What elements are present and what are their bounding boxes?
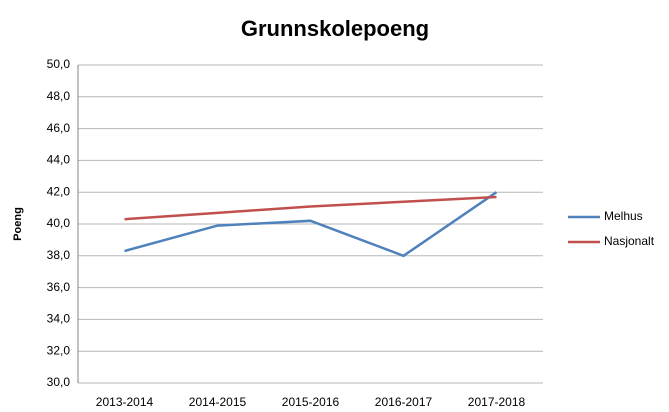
y-tick-label: 50,0: [47, 57, 71, 71]
y-tick-label: 40,0: [47, 216, 71, 230]
y-tick-label: 32,0: [47, 343, 71, 357]
x-tick-label: 2014-2015: [189, 395, 247, 409]
series-line: [124, 195, 497, 221]
y-tick-label: 44,0: [47, 153, 71, 167]
series-line: [124, 191, 498, 258]
legend-label: Melhus: [604, 209, 643, 223]
y-tick-label: 36,0: [47, 280, 71, 294]
y-tick-label: 48,0: [47, 89, 71, 103]
x-tick-label: 2015-2016: [282, 395, 340, 409]
x-tick-label: 2017-2018: [468, 395, 526, 409]
y-tick-label: 46,0: [47, 121, 71, 135]
chart-title: Grunnskolepoeng: [241, 16, 429, 41]
y-axis-label: Poeng: [12, 207, 24, 241]
y-tick-label: 30,0: [47, 375, 71, 389]
legend-label: Nasjonalt: [604, 234, 655, 248]
y-tick-label: 42,0: [47, 184, 71, 198]
y-tick-label: 34,0: [47, 312, 71, 326]
x-tick-label: 2016-2017: [375, 395, 433, 409]
x-tick-label: 2013-2014: [96, 395, 154, 409]
y-tick-label: 38,0: [47, 248, 71, 262]
